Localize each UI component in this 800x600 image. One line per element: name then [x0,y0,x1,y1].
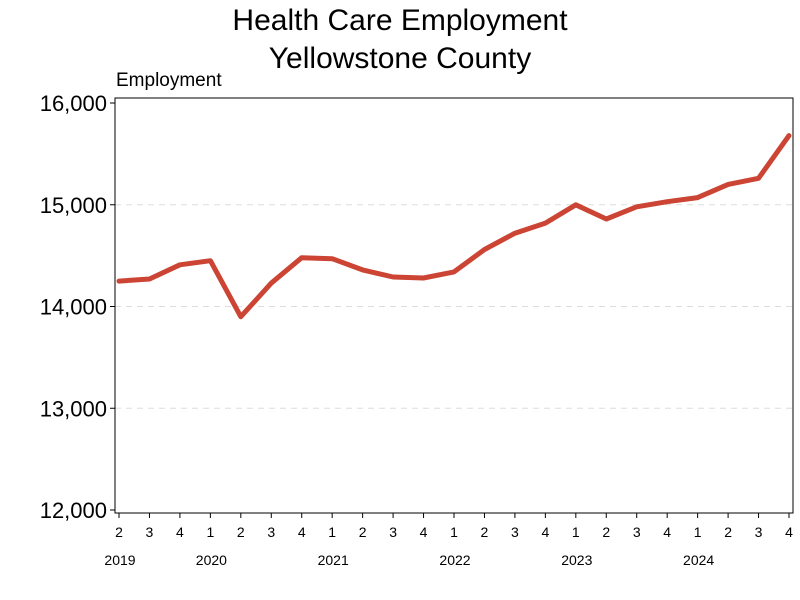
x-tick-label: 2 [481,524,489,540]
x-tick-label: 1 [694,524,702,540]
y-axis: 12,000 13,000 14,000 15,000 16,000 [40,91,115,523]
series-group [116,133,792,320]
x-tick-label: 2 [359,524,367,540]
x-tick-label: 2 [602,524,610,540]
x-tick-label: 4 [663,524,671,540]
x-tick-label: 3 [755,524,763,540]
x-tick-label: 3 [389,524,397,540]
x-tick-label: 4 [298,524,306,540]
x-tick-label: 3 [511,524,519,540]
x-tick-label: 2 [237,524,245,540]
year-label: 2019 [104,552,135,568]
year-label: 2022 [439,552,470,568]
x-tick-label: 3 [267,524,275,540]
y-tick-label: 16,000 [40,91,107,116]
x-tick-label: 4 [420,524,428,540]
plot-frame [114,97,794,514]
x-tick-label: 4 [176,524,184,540]
x-tick-label: 1 [450,524,458,540]
x-tick-label: 2 [115,524,123,540]
y-tick-label: 15,000 [40,193,107,218]
x-tick-label: 3 [146,524,154,540]
y-axis-label: Employment [116,70,222,91]
series-line [116,133,792,320]
x-tick-label: 3 [633,524,641,540]
y-tick-label: 13,000 [40,396,107,421]
x-tick-label: 1 [328,524,336,540]
x-axis: 2 3 4 1 2 3 4 1 2 3 4 1 2 3 4 1 2 3 4 1 2 3 4 [115,513,793,540]
year-label: 2024 [683,552,714,568]
year-labels: 2019 2020 2021 2022 2023 2024 [104,552,714,568]
chart-title-line-1: Health Care Employment [232,4,568,37]
x-tick-label: 4 [541,524,549,540]
gridlines [115,204,793,409]
y-tick-label: 14,000 [40,295,107,320]
x-tick-label: 1 [572,524,580,540]
year-label: 2023 [561,552,592,568]
y-tick-label: 12,000 [40,498,107,523]
chart-title-line-2: Yellowstone County [269,42,531,75]
year-label: 2021 [318,552,349,568]
x-tick-label: 1 [206,524,214,540]
x-tick-label: 4 [785,524,793,540]
x-tick-label: 2 [724,524,732,540]
year-label: 2020 [196,552,227,568]
